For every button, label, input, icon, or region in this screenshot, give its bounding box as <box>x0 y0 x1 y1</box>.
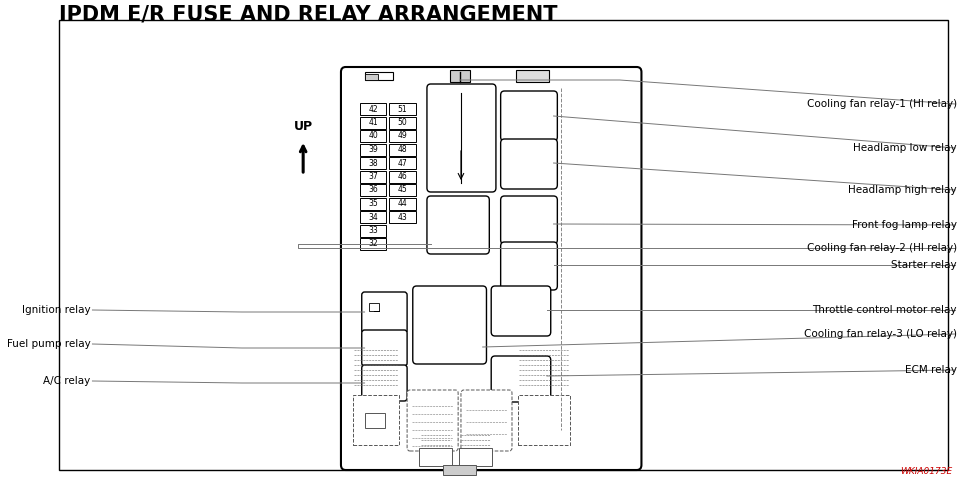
Bar <box>389 116 416 128</box>
Bar <box>517 395 570 445</box>
Text: IPDM E/R FUSE AND RELAY ARRANGEMENT: IPDM E/R FUSE AND RELAY ARRANGEMENT <box>59 5 558 25</box>
Bar <box>389 130 416 142</box>
Bar <box>360 130 386 142</box>
FancyBboxPatch shape <box>461 390 512 451</box>
Text: WKIA0173E: WKIA0173E <box>901 467 952 476</box>
Text: UP: UP <box>293 120 312 133</box>
Bar <box>360 157 386 169</box>
Text: 39: 39 <box>368 145 378 154</box>
Bar <box>365 72 393 80</box>
Text: Ignition relay: Ignition relay <box>22 305 91 315</box>
Text: ECM relay: ECM relay <box>905 365 957 375</box>
Text: Headlamp low relay: Headlamp low relay <box>854 143 957 153</box>
Text: 46: 46 <box>398 172 407 181</box>
Bar <box>365 413 385 428</box>
Text: Cooling fan relay-3 (LO relay): Cooling fan relay-3 (LO relay) <box>804 329 957 339</box>
Text: 51: 51 <box>398 104 407 114</box>
FancyBboxPatch shape <box>491 356 551 402</box>
FancyBboxPatch shape <box>362 292 407 333</box>
FancyBboxPatch shape <box>427 84 496 192</box>
Text: 49: 49 <box>398 131 407 141</box>
Text: 43: 43 <box>398 213 407 222</box>
Text: Starter relay: Starter relay <box>892 260 957 270</box>
Bar <box>389 170 416 183</box>
Bar <box>360 143 386 156</box>
Text: 48: 48 <box>398 145 407 154</box>
Bar <box>449 70 470 82</box>
Bar <box>360 238 386 250</box>
Bar <box>360 103 386 115</box>
Bar <box>389 211 416 223</box>
FancyBboxPatch shape <box>362 330 407 366</box>
Bar <box>354 395 399 445</box>
Bar <box>360 198 386 210</box>
Text: 40: 40 <box>368 131 378 141</box>
Text: Cooling fan relay-1 (HI relay): Cooling fan relay-1 (HI relay) <box>807 99 957 109</box>
Text: 41: 41 <box>368 118 377 127</box>
Bar <box>360 170 386 183</box>
Text: 35: 35 <box>368 199 378 208</box>
Bar <box>360 225 386 237</box>
FancyBboxPatch shape <box>413 286 487 364</box>
Text: 37: 37 <box>368 172 378 181</box>
Text: Throttle control motor relay: Throttle control motor relay <box>812 305 957 315</box>
Text: 33: 33 <box>368 226 378 235</box>
Text: 45: 45 <box>398 185 407 195</box>
Bar <box>360 116 386 128</box>
Text: 42: 42 <box>368 104 377 114</box>
Bar <box>389 103 416 115</box>
Bar <box>389 143 416 156</box>
Text: 50: 50 <box>398 118 407 127</box>
Bar <box>515 70 549 82</box>
FancyBboxPatch shape <box>501 196 558 244</box>
Text: A/C relay: A/C relay <box>43 376 91 386</box>
Text: Cooling fan relay-2 (HI relay): Cooling fan relay-2 (HI relay) <box>807 243 957 253</box>
Text: 32: 32 <box>368 240 377 248</box>
FancyBboxPatch shape <box>407 390 458 451</box>
Text: Front fog lamp relay: Front fog lamp relay <box>852 220 957 230</box>
FancyBboxPatch shape <box>362 365 407 401</box>
Bar <box>389 184 416 196</box>
FancyBboxPatch shape <box>501 91 558 141</box>
Text: 36: 36 <box>368 185 378 195</box>
Bar <box>369 303 378 311</box>
Text: 47: 47 <box>398 158 407 168</box>
Bar <box>360 184 386 196</box>
FancyBboxPatch shape <box>341 67 642 470</box>
Text: 44: 44 <box>398 199 407 208</box>
FancyBboxPatch shape <box>501 242 558 290</box>
Bar <box>360 211 386 223</box>
Bar <box>389 157 416 169</box>
Text: 38: 38 <box>368 158 377 168</box>
FancyBboxPatch shape <box>427 196 490 254</box>
Bar <box>443 465 476 475</box>
FancyBboxPatch shape <box>491 286 551 336</box>
Text: Headlamp high relay: Headlamp high relay <box>849 185 957 195</box>
Text: 34: 34 <box>368 213 378 222</box>
Bar <box>389 198 416 210</box>
Text: Fuel pump relay: Fuel pump relay <box>7 339 91 349</box>
Bar <box>459 448 492 466</box>
Bar <box>365 74 377 80</box>
FancyBboxPatch shape <box>501 139 558 189</box>
Bar <box>420 448 452 466</box>
